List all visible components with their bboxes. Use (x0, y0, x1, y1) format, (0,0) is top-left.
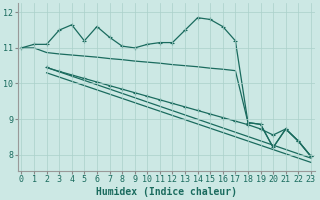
X-axis label: Humidex (Indice chaleur): Humidex (Indice chaleur) (96, 186, 237, 197)
